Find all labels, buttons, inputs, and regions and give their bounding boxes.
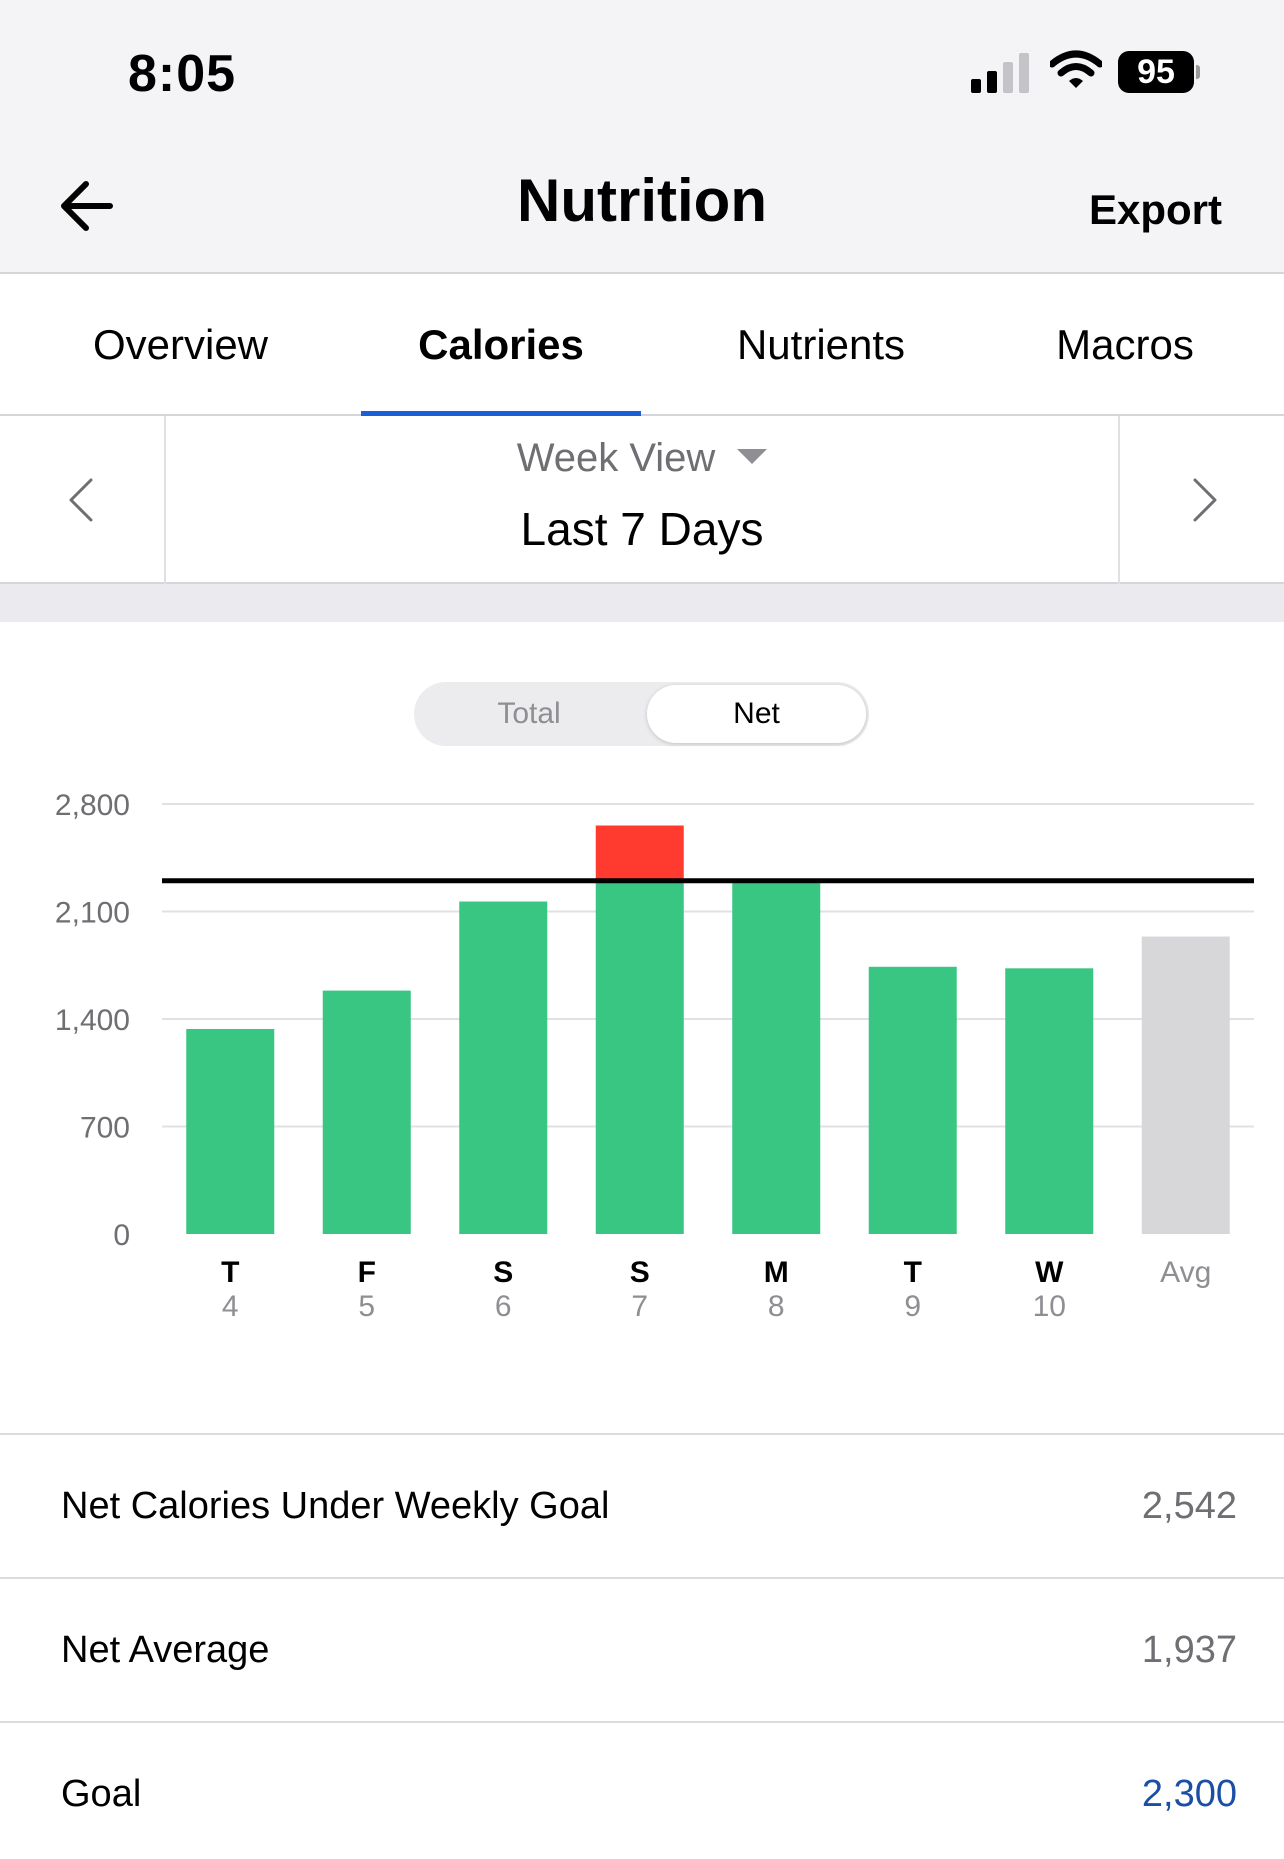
average-bar [1141,936,1230,1234]
tab-overview[interactable]: Overview [92,321,269,368]
x-tick-date: 7 [631,1290,648,1323]
summary-list: Net Calories Under Weekly Goal 2,542 Net… [0,1433,1284,1859]
under-goal-label: Net Calories Under Weekly Goal [61,1485,610,1527]
bar [459,901,548,1234]
previous-week-button[interactable] [0,416,166,584]
y-tick-label: 0 [113,1219,130,1252]
bar [868,966,957,1234]
summary-row-goal[interactable]: Goal 2,300 [0,1723,1284,1859]
y-tick-label: 2,800 [55,789,130,822]
x-tick-date: 5 [358,1290,375,1323]
segment-total[interactable]: Total [497,697,561,730]
tab-bar: Overview Calories Nutrients Macros [0,276,1284,417]
x-tick-day: W [1035,1256,1064,1289]
under-goal-value: 2,542 [1141,1485,1237,1527]
tab-macros[interactable]: Macros [1056,321,1194,368]
battery-icon: 95 [1118,51,1200,93]
date-range-label: Last 7 Days [520,503,764,555]
next-week-button[interactable] [1118,416,1284,584]
goal-label: Goal [61,1773,142,1815]
x-tick-date: 8 [768,1290,785,1323]
x-tick-date: 9 [904,1290,921,1323]
x-tick-day: F [358,1256,376,1289]
bar [732,883,821,1234]
chevron-right-icon [1193,478,1217,522]
x-tick-day: S [493,1256,513,1289]
status-time: 8:05 [128,45,237,103]
x-tick-day: Avg [1160,1256,1211,1289]
bar [322,990,411,1234]
week-selector: Week View Last 7 Days [0,416,1284,584]
wifi-icon [1050,50,1102,88]
x-tick-day: S [630,1256,650,1289]
x-tick-date: 6 [495,1290,512,1323]
x-tick-day: M [764,1256,789,1289]
top-bar: 8:05 95 Nutrition Export [0,0,1284,274]
bar [595,880,684,1234]
section-divider [0,584,1284,622]
week-view-dropdown[interactable]: Week View [0,436,1284,481]
y-tick-label: 700 [80,1112,130,1145]
page-title: Nutrition [517,167,767,234]
bar-over-goal [595,825,684,881]
segment-net[interactable]: Net [647,685,866,743]
chevron-left-icon [69,478,93,522]
active-tab-indicator [361,411,641,417]
y-tick-label: 2,100 [55,897,130,930]
goal-value[interactable]: 2,300 [1141,1773,1237,1815]
net-average-label: Net Average [61,1629,270,1671]
x-tick-day: T [904,1256,922,1289]
x-tick-date: 10 [1033,1290,1066,1323]
bar [186,1028,275,1234]
summary-row-net-average: Net Average 1,937 [0,1579,1284,1723]
export-button[interactable]: Export [1088,186,1222,233]
summary-row-under-goal: Net Calories Under Weekly Goal 2,542 [0,1435,1284,1579]
bar [1005,968,1094,1234]
week-view-label: Week View [516,436,716,480]
y-tick-label: 1,400 [55,1004,130,1037]
back-arrow-icon[interactable] [58,178,114,234]
tab-calories[interactable]: Calories [418,321,584,368]
total-net-toggle: Total Net [414,682,869,746]
net-average-value: 1,937 [1141,1629,1237,1671]
tab-nutrients[interactable]: Nutrients [736,321,906,368]
x-tick-date: 4 [222,1290,239,1323]
x-tick-day: T [221,1256,239,1289]
cellular-signal-icon [971,53,1029,93]
caret-down-icon [737,448,768,464]
battery-level: 95 [1118,51,1194,93]
